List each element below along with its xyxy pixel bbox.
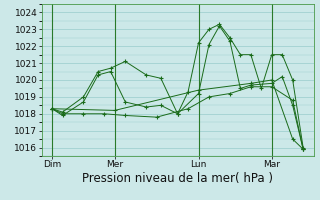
X-axis label: Pression niveau de la mer( hPa ): Pression niveau de la mer( hPa )	[82, 172, 273, 185]
